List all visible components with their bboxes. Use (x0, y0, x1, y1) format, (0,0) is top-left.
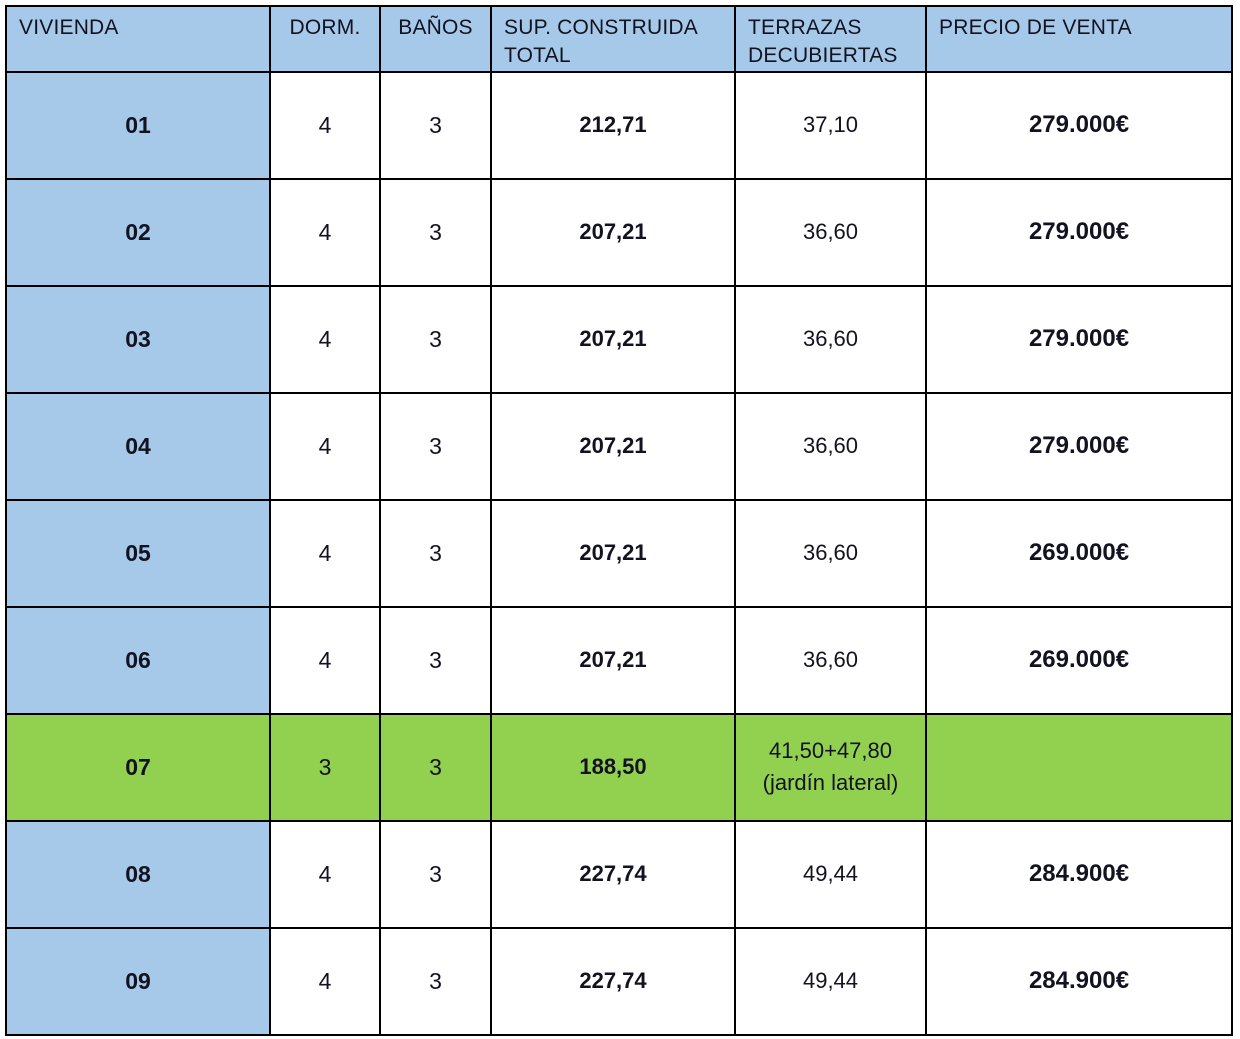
column-header-terrazas: TERRAZAS DECUBIERTAS (734, 5, 927, 73)
table-row: 07 3 3 188,50 41,50+47,80 (jardín latera… (5, 712, 1233, 822)
cell-sup-construida: 207,21 (490, 605, 736, 715)
terrazas-value: 49,44 (802, 861, 859, 887)
terrazas-value: 36,60 (802, 540, 859, 566)
cell-terrazas: 49,44 (734, 819, 927, 929)
cell-vivienda: 01 (5, 70, 271, 180)
table-row: 08 4 3 227,74 49,44 284.900€ (5, 819, 1233, 929)
cell-sup-construida: 212,71 (490, 70, 736, 180)
cell-banos: 3 (379, 712, 492, 822)
cell-terrazas: 36,60 (734, 605, 927, 715)
column-header-sup-construida: SUP. CONSTRUIDA TOTAL (490, 5, 736, 73)
table-row: 01 4 3 212,71 37,10 279.000€ (5, 70, 1233, 180)
cell-banos: 3 (379, 498, 492, 608)
terrazas-value: 36,60 (802, 326, 859, 352)
column-header-banos: BAÑOS (379, 5, 492, 73)
table-row: 02 4 3 207,21 36,60 279.000€ (5, 177, 1233, 287)
cell-terrazas: 36,60 (734, 498, 927, 608)
terrazas-value: 37,10 (802, 112, 859, 138)
cell-dorm: 4 (269, 391, 381, 501)
cell-sup-construida: 207,21 (490, 391, 736, 501)
cell-sup-construida: 188,50 (490, 712, 736, 822)
cell-dorm: 4 (269, 498, 381, 608)
cell-precio: 269.000€ (925, 498, 1233, 608)
header-row: VIVIENDA DORM. BAÑOS SUP. CONSTRUIDA TOT… (5, 5, 1233, 73)
cell-banos: 3 (379, 70, 492, 180)
table-row: 09 4 3 227,74 49,44 284.900€ (5, 926, 1233, 1036)
terrazas-value: 49,44 (802, 968, 859, 994)
table-row: 04 4 3 207,21 36,60 279.000€ (5, 391, 1233, 501)
column-header-precio: PRECIO DE VENTA (925, 5, 1233, 73)
cell-sup-construida: 207,21 (490, 498, 736, 608)
cell-dorm: 3 (269, 712, 381, 822)
terrazas-value: 36,60 (802, 647, 859, 673)
cell-precio: 279.000€ (925, 391, 1233, 501)
cell-terrazas: 36,60 (734, 284, 927, 394)
cell-terrazas: 49,44 (734, 926, 927, 1036)
table-row: 03 4 3 207,21 36,60 279.000€ (5, 284, 1233, 394)
cell-banos: 3 (379, 284, 492, 394)
cell-precio: 279.000€ (925, 284, 1233, 394)
cell-dorm: 4 (269, 70, 381, 180)
cell-vivienda: 02 (5, 177, 271, 287)
cell-precio: 269.000€ (925, 605, 1233, 715)
cell-sup-construida: 227,74 (490, 819, 736, 929)
cell-precio (925, 712, 1233, 822)
cell-terrazas: 41,50+47,80 (jardín lateral) (734, 712, 927, 822)
cell-sup-construida: 227,74 (490, 926, 736, 1036)
cell-dorm: 4 (269, 284, 381, 394)
cell-vivienda: 04 (5, 391, 271, 501)
cell-dorm: 4 (269, 819, 381, 929)
cell-dorm: 4 (269, 177, 381, 287)
table-row: 06 4 3 207,21 36,60 269.000€ (5, 605, 1233, 715)
column-header-dorm: DORM. (269, 5, 381, 73)
table-body: 01 4 3 212,71 37,10 279.000€ 02 4 3 207,… (5, 70, 1233, 1036)
cell-dorm: 4 (269, 926, 381, 1036)
column-header-vivienda: VIVIENDA (5, 5, 271, 73)
cell-precio: 279.000€ (925, 70, 1233, 180)
cell-terrazas: 36,60 (734, 391, 927, 501)
cell-precio: 284.900€ (925, 819, 1233, 929)
cell-terrazas: 37,10 (734, 70, 927, 180)
cell-precio: 279.000€ (925, 177, 1233, 287)
terrazas-value: 36,60 (802, 433, 859, 459)
cell-banos: 3 (379, 819, 492, 929)
cell-vivienda: 06 (5, 605, 271, 715)
cell-terrazas: 36,60 (734, 177, 927, 287)
terrazas-value: 41,50+47,80 (769, 738, 892, 764)
terrazas-note: (jardín lateral) (762, 770, 899, 796)
cell-banos: 3 (379, 177, 492, 287)
cell-banos: 3 (379, 926, 492, 1036)
cell-banos: 3 (379, 605, 492, 715)
cell-vivienda: 03 (5, 284, 271, 394)
cell-vivienda: 09 (5, 926, 271, 1036)
cell-dorm: 4 (269, 605, 381, 715)
cell-sup-construida: 207,21 (490, 284, 736, 394)
terrazas-value: 36,60 (802, 219, 859, 245)
cell-banos: 3 (379, 391, 492, 501)
cell-vivienda: 05 (5, 498, 271, 608)
price-table: VIVIENDA DORM. BAÑOS SUP. CONSTRUIDA TOT… (5, 5, 1233, 1036)
table-row: 05 4 3 207,21 36,60 269.000€ (5, 498, 1233, 608)
cell-precio: 284.900€ (925, 926, 1233, 1036)
cell-sup-construida: 207,21 (490, 177, 736, 287)
cell-vivienda: 08 (5, 819, 271, 929)
cell-vivienda: 07 (5, 712, 271, 822)
